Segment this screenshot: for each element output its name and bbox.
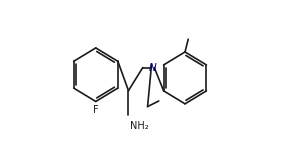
Text: N: N <box>149 63 156 72</box>
Text: F: F <box>93 105 99 115</box>
Text: NH₂: NH₂ <box>130 121 149 131</box>
